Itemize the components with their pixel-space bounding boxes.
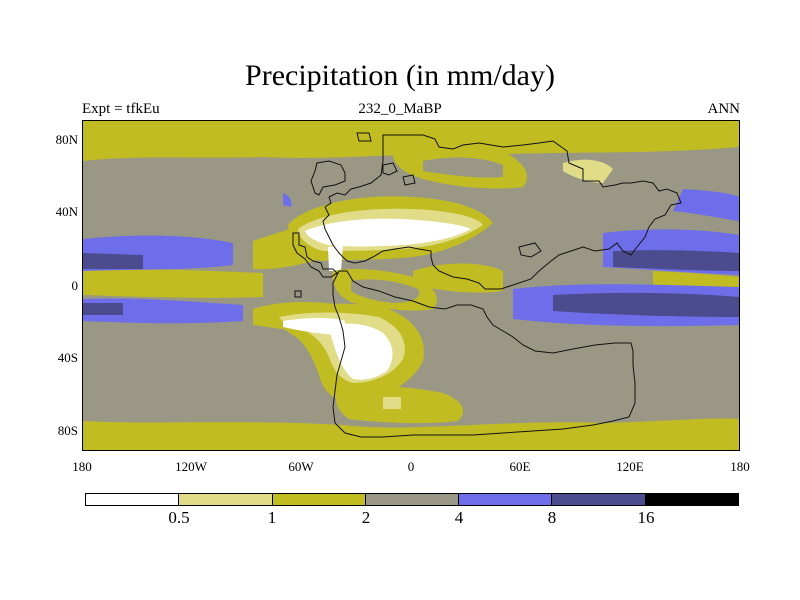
season-label: ANN [707,101,741,117]
colorbar-swatch [552,494,646,505]
colorbar-swatch [179,494,273,505]
east-ocean-wet-core [613,250,739,271]
plot-title: Precipitation (in mm/day) [245,59,555,92]
lon-tick-label: 180 [72,459,92,474]
north-itcz-core [83,253,143,269]
precipitation-map [82,120,740,451]
colorbar [85,493,739,506]
colorbar-label: 16 [637,508,655,527]
lon-tick-label: 180 [730,459,750,474]
map-svg [83,121,739,450]
period-label: 232_0_MaBP [358,101,442,117]
lon-tick-label: 120W [175,459,207,474]
island-outlines [294,132,542,298]
lon-tick-label: 0 [407,459,415,474]
north-desert-lobe [328,245,343,271]
experiment-label: Expt = tfkEu [82,101,160,117]
south-semiarid-patch [383,397,401,409]
antarctic-low-precip [83,418,739,450]
colorbar-label: 4 [454,508,464,527]
northeast-storm-track [673,189,739,221]
small-wet-patch-north [283,193,292,207]
continent-outline [292,134,682,438]
lon-tick-label: 120E [616,459,644,474]
colorbar-swatch [459,494,553,505]
arctic-land-moist-zone [423,157,503,178]
colorbar-label: 0.5 [168,508,190,527]
colorbar-swatch [365,494,460,505]
lat-tick-label: 80S [57,423,78,438]
colorbar-label: 2 [361,508,371,527]
south-itcz-core [83,303,123,315]
colorbar-label: 1 [267,508,277,527]
equatorial-dry-tongue-west [83,269,263,298]
lat-tick-label: 40S [57,350,78,365]
lon-tick-label: 60W [288,459,314,474]
tethys-wet-core [553,292,739,317]
north-pangaea-desert [305,218,471,247]
colorbar-label: 8 [547,508,557,527]
lat-tick-label: 0 [71,278,79,293]
arctic-low-precip [83,121,739,161]
equatorial-land-moist-zone [351,279,420,303]
lon-tick-label: 60E [509,459,531,474]
lat-tick-label: 80N [55,132,78,147]
south-coast-desert [283,318,345,335]
south-pangaea-desert [329,323,393,380]
lat-tick-label: 40N [55,204,78,219]
colorbar-swatch [86,494,180,505]
colorbar-swatch [645,494,738,505]
colorbar-swatch [272,494,366,505]
